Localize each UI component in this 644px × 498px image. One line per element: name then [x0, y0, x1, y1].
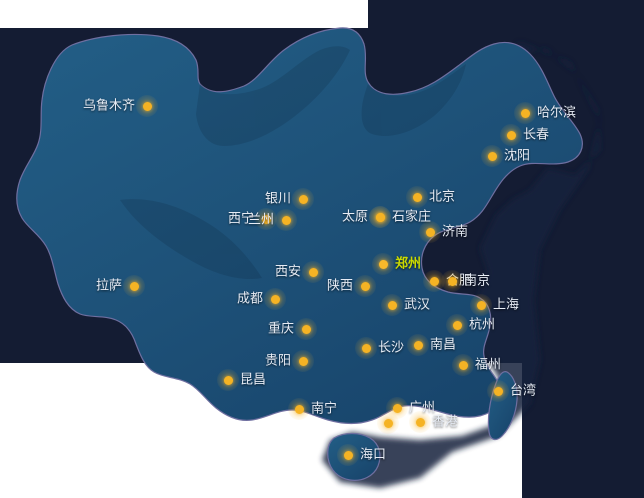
city-label: 海口	[360, 447, 387, 463]
marker-dot-icon	[298, 194, 308, 204]
marker-dot-icon	[261, 214, 271, 224]
city-label: 拉萨	[95, 278, 122, 294]
marker-dot-icon	[506, 130, 516, 140]
city-label: 成都	[236, 291, 263, 307]
marker-dot-icon	[308, 267, 318, 277]
city-label: 西安	[274, 264, 301, 280]
city-label: 石家庄	[392, 209, 432, 225]
marker-dot-icon	[493, 386, 503, 396]
city-label: 广州	[409, 400, 436, 416]
marker-dot-icon	[375, 212, 385, 222]
marker-dot-icon	[343, 450, 353, 460]
city-label: 太原	[341, 209, 368, 225]
city-label: 银川	[264, 191, 291, 207]
city-label: 长春	[523, 127, 550, 143]
marker-dot-icon	[458, 360, 468, 370]
marker-dot-icon	[452, 320, 462, 330]
marker-dot-icon	[298, 356, 308, 366]
marker-dot-icon	[270, 294, 280, 304]
marker-dot-icon	[520, 108, 530, 118]
city-label: 南昌	[430, 337, 457, 353]
city-label: 北京	[429, 189, 456, 205]
marker-dot-icon	[383, 418, 393, 428]
city-label: 陕西	[326, 278, 353, 294]
marker-dot-icon	[412, 192, 422, 202]
map-backdrop-top	[368, 0, 644, 28]
marker-dot-icon	[387, 300, 397, 310]
inner-shading-layer	[120, 46, 466, 280]
city-label: 西宁	[227, 211, 254, 227]
marker-dot-icon	[223, 375, 233, 385]
city-label: 台湾	[510, 383, 537, 399]
city-label: 杭州	[469, 317, 496, 333]
marker-dot-icon	[129, 281, 139, 291]
city-label: 上海	[493, 297, 520, 313]
city-label: 重庆	[267, 321, 294, 337]
marker-dot-icon	[378, 259, 388, 269]
marker-dot-icon	[281, 215, 291, 225]
coast-shadow-layer	[322, 42, 600, 488]
marker-dot-icon	[429, 276, 439, 286]
city-label: 福州	[475, 357, 502, 373]
marker-dot-icon	[142, 101, 152, 111]
city-label: 贵阳	[264, 353, 291, 369]
map-backdrop-right	[522, 363, 644, 498]
marker-dot-icon	[392, 403, 402, 413]
marker-dot-icon	[415, 417, 425, 427]
marker-dot-icon	[447, 276, 457, 286]
city-label: 南京	[464, 273, 491, 289]
marker-dot-icon	[361, 343, 371, 353]
city-label: 武汉	[404, 297, 431, 313]
hainan-island-shape	[327, 432, 381, 481]
city-label: 济南	[442, 224, 469, 240]
city-label: 昆昌	[240, 372, 267, 388]
city-label: 兰州	[247, 212, 274, 228]
marker-dot-icon	[294, 404, 304, 414]
marker-dot-icon	[301, 324, 311, 334]
china-mainland-shape	[16, 27, 583, 424]
city-label: 香港	[432, 414, 459, 430]
marker-dot-icon	[476, 300, 486, 310]
marker-dot-icon	[425, 227, 435, 237]
city-label: 南宁	[311, 401, 338, 417]
city-label: 哈尔滨	[537, 105, 577, 121]
marker-dot-icon	[360, 281, 370, 291]
city-label: 长沙	[378, 340, 405, 356]
city-label: 郑州	[395, 256, 422, 272]
city-label: 乌鲁木齐	[82, 98, 135, 114]
marker-dot-icon	[413, 340, 423, 350]
marker-dot-icon	[487, 151, 497, 161]
city-label: 沈阳	[504, 148, 531, 164]
